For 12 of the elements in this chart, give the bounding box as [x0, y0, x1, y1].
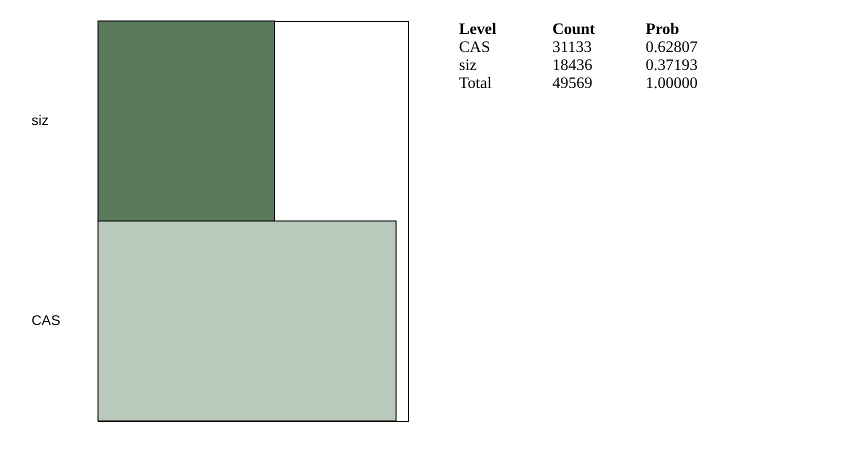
text: Prob	[646, 21, 680, 38]
text: 1.00000	[646, 75, 698, 92]
text: 49569	[552, 75, 592, 92]
text: 0.62807	[646, 39, 698, 56]
text: CAS	[459, 39, 490, 56]
text: 31133	[552, 39, 592, 56]
text: Count	[552, 21, 596, 38]
text: 18436	[552, 57, 592, 74]
text: Total	[459, 75, 492, 92]
text: 0.37193	[646, 57, 698, 74]
text: siz	[459, 57, 477, 74]
text: Level	[459, 21, 497, 38]
